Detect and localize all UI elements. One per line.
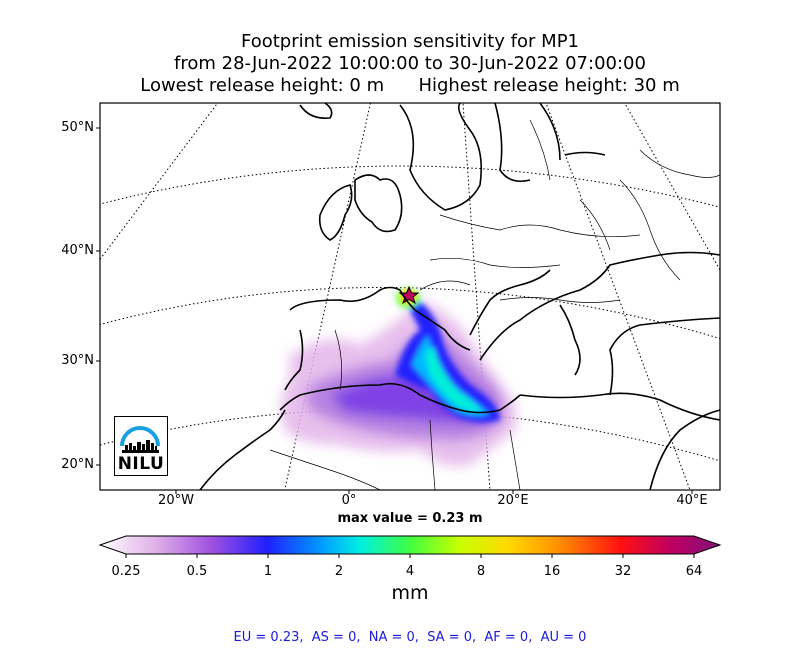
footprint-plume: [281, 300, 517, 466]
colorbar-tick: 2: [334, 564, 344, 579]
lat-label-20n: 20°N: [61, 457, 94, 472]
colorbar-unit-label: mm: [391, 582, 429, 604]
lon-label-20w: 20°W: [158, 493, 194, 508]
colorbar-tick: 8: [476, 564, 486, 579]
colorbar-tick: 0.5: [186, 564, 208, 579]
colorbar-tick: 1: [263, 564, 273, 579]
lat-label-30n: 30°N: [61, 353, 94, 368]
lon-label-20e: 20°E: [497, 493, 529, 508]
borders: [269, 119, 720, 490]
colorbar-tick: 16: [543, 564, 561, 579]
lat-label-40n: 40°N: [61, 243, 94, 258]
lat-label-50n: 50°N: [61, 120, 94, 135]
colorbar-tick: 4: [405, 564, 415, 579]
map-area: [100, 103, 720, 490]
coastlines: [199, 103, 720, 490]
title-line-2: from 28-Jun-2022 10:00:00 to 30-Jun-2022…: [174, 53, 646, 74]
max-value-label: max value = 0.23 m: [337, 511, 483, 526]
nilu-skyline-icon: [120, 426, 160, 453]
nilu-logo-text: NILU: [117, 454, 165, 474]
colorbar-tick: 0.25: [111, 564, 141, 579]
colorbar-tick: 64: [685, 564, 703, 579]
nilu-logo: NILU: [114, 416, 168, 476]
region-totals-footer: EU = 0.23, AS = 0, NA = 0, SA = 0, AF = …: [233, 630, 587, 645]
title-line-1: Footprint emission sensitivity for MP1: [240, 31, 579, 52]
colorbar: [98, 535, 722, 558]
lon-label-40e: 40°E: [676, 493, 708, 508]
colorbar-tick: 32: [614, 564, 632, 579]
title-line-3: Lowest release height: 0 m Highest relea…: [140, 75, 680, 96]
lon-label-0: 0°: [341, 493, 357, 508]
